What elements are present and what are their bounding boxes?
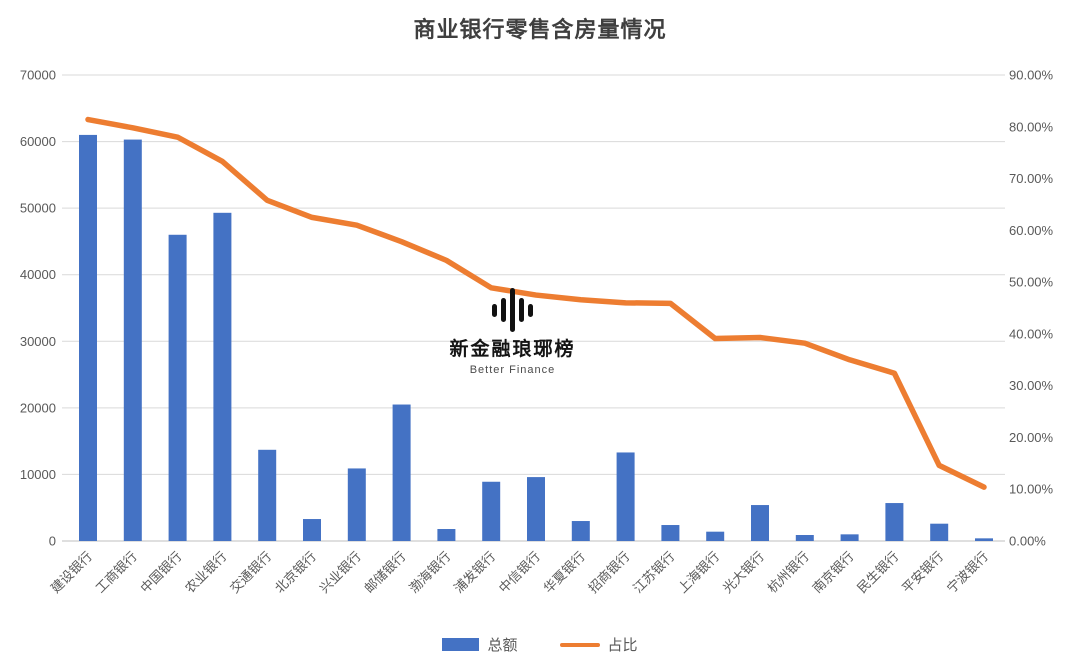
right-axis-tick-label: 90.00%: [1009, 68, 1054, 83]
bar-华夏银行: [571, 521, 590, 541]
bar-招商银行: [616, 452, 635, 541]
right-axis-tick-label: 80.00%: [1009, 119, 1054, 134]
left-axis-tick-label: 50000: [20, 201, 56, 216]
left-axis-tick-label: 20000: [20, 400, 56, 415]
x-axis-label-宁波银行: 宁波银行: [944, 549, 991, 596]
line-swatch-icon: [559, 642, 600, 647]
left-axis-tick-label: 60000: [20, 134, 56, 149]
bar-江苏银行: [661, 525, 680, 541]
bar-浦发银行: [482, 481, 501, 541]
bar-杭州银行: [795, 535, 814, 541]
right-axis-tick-label: 0.00%: [1009, 534, 1046, 549]
ratio-line: [85, 116, 987, 490]
x-axis-label-江苏银行: 江苏银行: [630, 549, 677, 596]
x-axis-label-邮储银行: 邮储银行: [361, 549, 408, 596]
chart-title: 商业银行零售含房量情况: [413, 17, 667, 42]
x-axis-label-平安银行: 平安银行: [899, 549, 946, 596]
bar-渤海银行: [437, 529, 456, 541]
chart-legend: 总额 占比: [0, 634, 1080, 655]
x-axis-label-浦发银行: 浦发银行: [451, 549, 498, 596]
right-axis-tick-label: 40.00%: [1009, 326, 1054, 341]
bar-工商银行: [123, 139, 142, 541]
right-axis-tick-label: 20.00%: [1009, 430, 1054, 445]
x-axis-label-杭州银行: 杭州银行: [765, 549, 812, 596]
bar-建设银行: [79, 134, 97, 541]
x-axis-label-华夏银行: 华夏银行: [541, 549, 588, 596]
left-axis-tick-label: 40000: [20, 267, 56, 282]
bar-农业银行: [213, 212, 232, 541]
left-axis-tick-label: 10000: [20, 467, 56, 482]
left-axis-tick-label: 0: [49, 534, 56, 549]
right-axis-tick-label: 50.00%: [1009, 275, 1054, 290]
legend-item-ratio: 占比: [559, 634, 638, 655]
bar-宁波银行: [975, 538, 993, 541]
bar-swatch-icon: [442, 638, 480, 651]
legend-label-total: 总额: [487, 637, 518, 654]
bar-民生银行: [885, 503, 904, 541]
x-axis-label-招商银行: 招商银行: [585, 549, 632, 596]
x-axis-label-兴业银行: 兴业银行: [317, 549, 364, 596]
legend-item-total: 总额: [442, 634, 518, 655]
bar-兴业银行: [347, 468, 366, 541]
x-axis-label-北京银行: 北京银行: [272, 549, 319, 596]
x-axis-label-上海银行: 上海银行: [675, 549, 722, 596]
left-axis-tick-label: 30000: [20, 334, 56, 349]
bar-中国银行: [168, 234, 187, 541]
x-axis-label-中国银行: 中国银行: [137, 549, 184, 596]
bar-平安银行: [930, 523, 949, 541]
x-axis-label-南京银行: 南京银行: [809, 549, 856, 596]
left-axis-tick-label: 70000: [20, 68, 56, 83]
bar-邮储银行: [392, 404, 411, 541]
right-axis-tick-label: 10.00%: [1009, 482, 1054, 497]
bar-光大银行: [751, 505, 769, 541]
bar-上海银行: [706, 531, 725, 541]
x-axis-label-交通银行: 交通银行: [227, 549, 274, 596]
right-axis-tick-label: 30.00%: [1009, 378, 1054, 393]
legend-label-ratio: 占比: [607, 637, 638, 654]
right-axis-tick-label: 60.00%: [1009, 223, 1054, 238]
x-axis-label-农业银行: 农业银行: [182, 549, 229, 596]
x-axis-label-工商银行: 工商银行: [93, 549, 140, 596]
x-axis-label-渤海银行: 渤海银行: [406, 549, 453, 596]
bar-中信银行: [527, 477, 545, 541]
bar-交通银行: [258, 449, 277, 541]
x-axis-label-光大银行: 光大银行: [720, 549, 767, 596]
x-axis-label-民生银行: 民生银行: [854, 549, 901, 596]
bar-南京银行: [840, 534, 859, 541]
bar-北京银行: [303, 519, 321, 541]
x-axis-label-中信银行: 中信银行: [496, 549, 543, 596]
right-axis-tick-label: 70.00%: [1009, 171, 1054, 186]
x-axis-label-建设银行: 建设银行: [48, 549, 95, 596]
